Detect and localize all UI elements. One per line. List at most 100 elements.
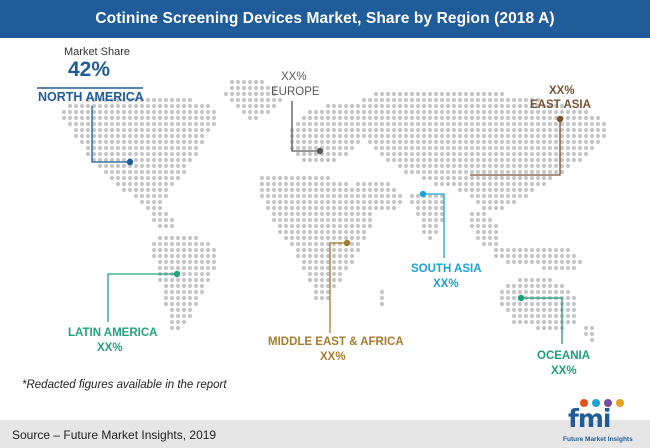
- map-dot: [289, 187, 295, 193]
- map-dot: [265, 199, 271, 205]
- map-dot: [439, 199, 445, 205]
- map-dot: [319, 175, 325, 181]
- map-dot: [421, 145, 427, 151]
- map-dot: [301, 259, 307, 265]
- map-dot: [511, 175, 517, 181]
- map-dot: [307, 253, 313, 259]
- map-dot: [115, 181, 121, 187]
- map-dot: [583, 115, 589, 121]
- map-dot: [193, 301, 199, 307]
- map-dot: [349, 145, 355, 151]
- map-dot: [301, 247, 307, 253]
- map-dot: [487, 175, 493, 181]
- map-dot: [325, 241, 331, 247]
- fmi-logo-icon: [580, 399, 624, 407]
- map-dot: [307, 193, 313, 199]
- map-dot: [283, 229, 289, 235]
- map-dot: [325, 217, 331, 223]
- map-dot: [67, 103, 73, 109]
- map-dot: [193, 127, 199, 133]
- map-dot: [343, 217, 349, 223]
- map-dot: [391, 193, 397, 199]
- map-dot: [439, 157, 445, 163]
- map-dot: [277, 175, 283, 181]
- map-dot: [349, 193, 355, 199]
- map-dot: [445, 157, 451, 163]
- map-dot: [349, 187, 355, 193]
- map-dot: [229, 91, 235, 97]
- map-dot: [259, 175, 265, 181]
- map-dot: [103, 157, 109, 163]
- map-dot: [379, 199, 385, 205]
- map-dot: [541, 301, 547, 307]
- map-dot: [463, 163, 469, 169]
- map-dot: [331, 211, 337, 217]
- map-dot: [313, 277, 319, 283]
- map-dot: [319, 265, 325, 271]
- map-dot: [553, 121, 559, 127]
- map-dot: [373, 193, 379, 199]
- map-dot: [451, 103, 457, 109]
- map-dot: [373, 121, 379, 127]
- map-dot: [421, 157, 427, 163]
- map-dot: [529, 301, 535, 307]
- map-dot: [529, 145, 535, 151]
- map-dot: [175, 127, 181, 133]
- map-dot: [127, 115, 133, 121]
- map-dot: [307, 223, 313, 229]
- map-dot: [169, 223, 175, 229]
- map-dot: [199, 259, 205, 265]
- map-dot: [535, 277, 541, 283]
- map-dot: [487, 169, 493, 175]
- map-dot: [481, 199, 487, 205]
- map-dot: [559, 133, 565, 139]
- map-dot: [175, 241, 181, 247]
- map-dot: [445, 97, 451, 103]
- map-dot: [277, 217, 283, 223]
- map-dot: [151, 175, 157, 181]
- map-dot: [445, 109, 451, 115]
- map-dot: [181, 151, 187, 157]
- map-dot: [247, 91, 253, 97]
- map-dot: [397, 109, 403, 115]
- map-dot: [145, 175, 151, 181]
- map-dot: [319, 241, 325, 247]
- map-dot: [259, 97, 265, 103]
- logo-tagline: Future Market Insights: [563, 436, 633, 443]
- map-dot: [343, 145, 349, 151]
- map-dot: [409, 127, 415, 133]
- map-dot: [421, 109, 427, 115]
- map-dot: [403, 103, 409, 109]
- map-dot: [475, 217, 481, 223]
- map-dot: [475, 157, 481, 163]
- map-dot: [421, 211, 427, 217]
- map-dot: [151, 211, 157, 217]
- map-dot: [247, 103, 253, 109]
- map-dot: [595, 139, 601, 145]
- map-dot: [499, 121, 505, 127]
- map-dot: [265, 205, 271, 211]
- map-dot: [499, 295, 505, 301]
- map-dot: [355, 127, 361, 133]
- map-dot: [367, 103, 373, 109]
- map-dot: [547, 289, 553, 295]
- map-dot: [463, 169, 469, 175]
- map-dot: [85, 145, 91, 151]
- map-dot: [91, 115, 97, 121]
- map-dot: [103, 163, 109, 169]
- map-dot: [319, 229, 325, 235]
- map-dot: [139, 121, 145, 127]
- map-dot: [433, 133, 439, 139]
- map-dot: [121, 97, 127, 103]
- map-dot: [505, 139, 511, 145]
- map-dot: [535, 319, 541, 325]
- map-dot: [163, 127, 169, 133]
- map-dot: [523, 175, 529, 181]
- map-dot: [313, 259, 319, 265]
- map-dot: [343, 121, 349, 127]
- map-dot: [469, 217, 475, 223]
- map-dot: [193, 235, 199, 241]
- map-dot: [163, 193, 169, 199]
- map-dot: [133, 193, 139, 199]
- map-dot: [271, 175, 277, 181]
